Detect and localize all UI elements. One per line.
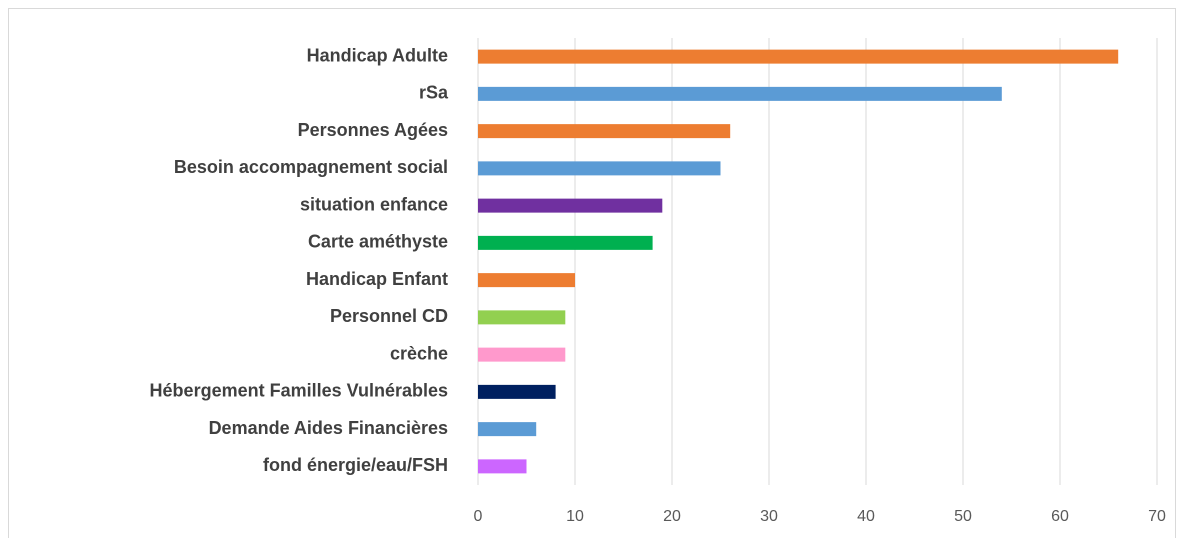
y-tick-label: situation enfance [300, 194, 448, 214]
x-tick-label: 10 [566, 508, 584, 525]
bar [478, 422, 537, 437]
y-tick-label: Personnes Agées [298, 120, 448, 140]
y-tick-label: Carte améthyste [308, 232, 448, 252]
x-tick-label: 60 [1051, 508, 1069, 525]
y-tick-label: fond énergie/eau/FSH [263, 455, 448, 475]
x-tick-label: 40 [857, 508, 875, 525]
x-tick-label: 20 [663, 508, 681, 525]
bar [478, 273, 575, 288]
y-tick-label: Demande Aides Financières [209, 418, 448, 438]
bar [478, 86, 1002, 101]
y-tick-label: crèche [390, 343, 448, 363]
y-tick-label: Handicap Enfant [306, 269, 448, 289]
y-tick-label: Besoin accompagnement social [174, 157, 448, 177]
y-tick-label: Personnel CD [330, 306, 448, 326]
y-tick-label: Hébergement Familles Vulnérables [150, 381, 448, 401]
y-tick-label: rSa [419, 83, 449, 103]
bar [478, 124, 731, 139]
bar [478, 49, 1119, 64]
bar [478, 235, 653, 250]
x-tick-label: 30 [760, 508, 778, 525]
bar [478, 347, 566, 362]
x-tick-label: 0 [474, 508, 483, 525]
bar [478, 161, 721, 176]
bar [478, 459, 527, 474]
y-tick-label: Handicap Adulte [307, 45, 448, 65]
chart-border [8, 8, 1176, 538]
bar [478, 198, 663, 213]
bar [478, 384, 556, 399]
x-tick-label: 70 [1148, 508, 1166, 525]
bar [478, 310, 566, 325]
x-tick-label: 50 [954, 508, 972, 525]
